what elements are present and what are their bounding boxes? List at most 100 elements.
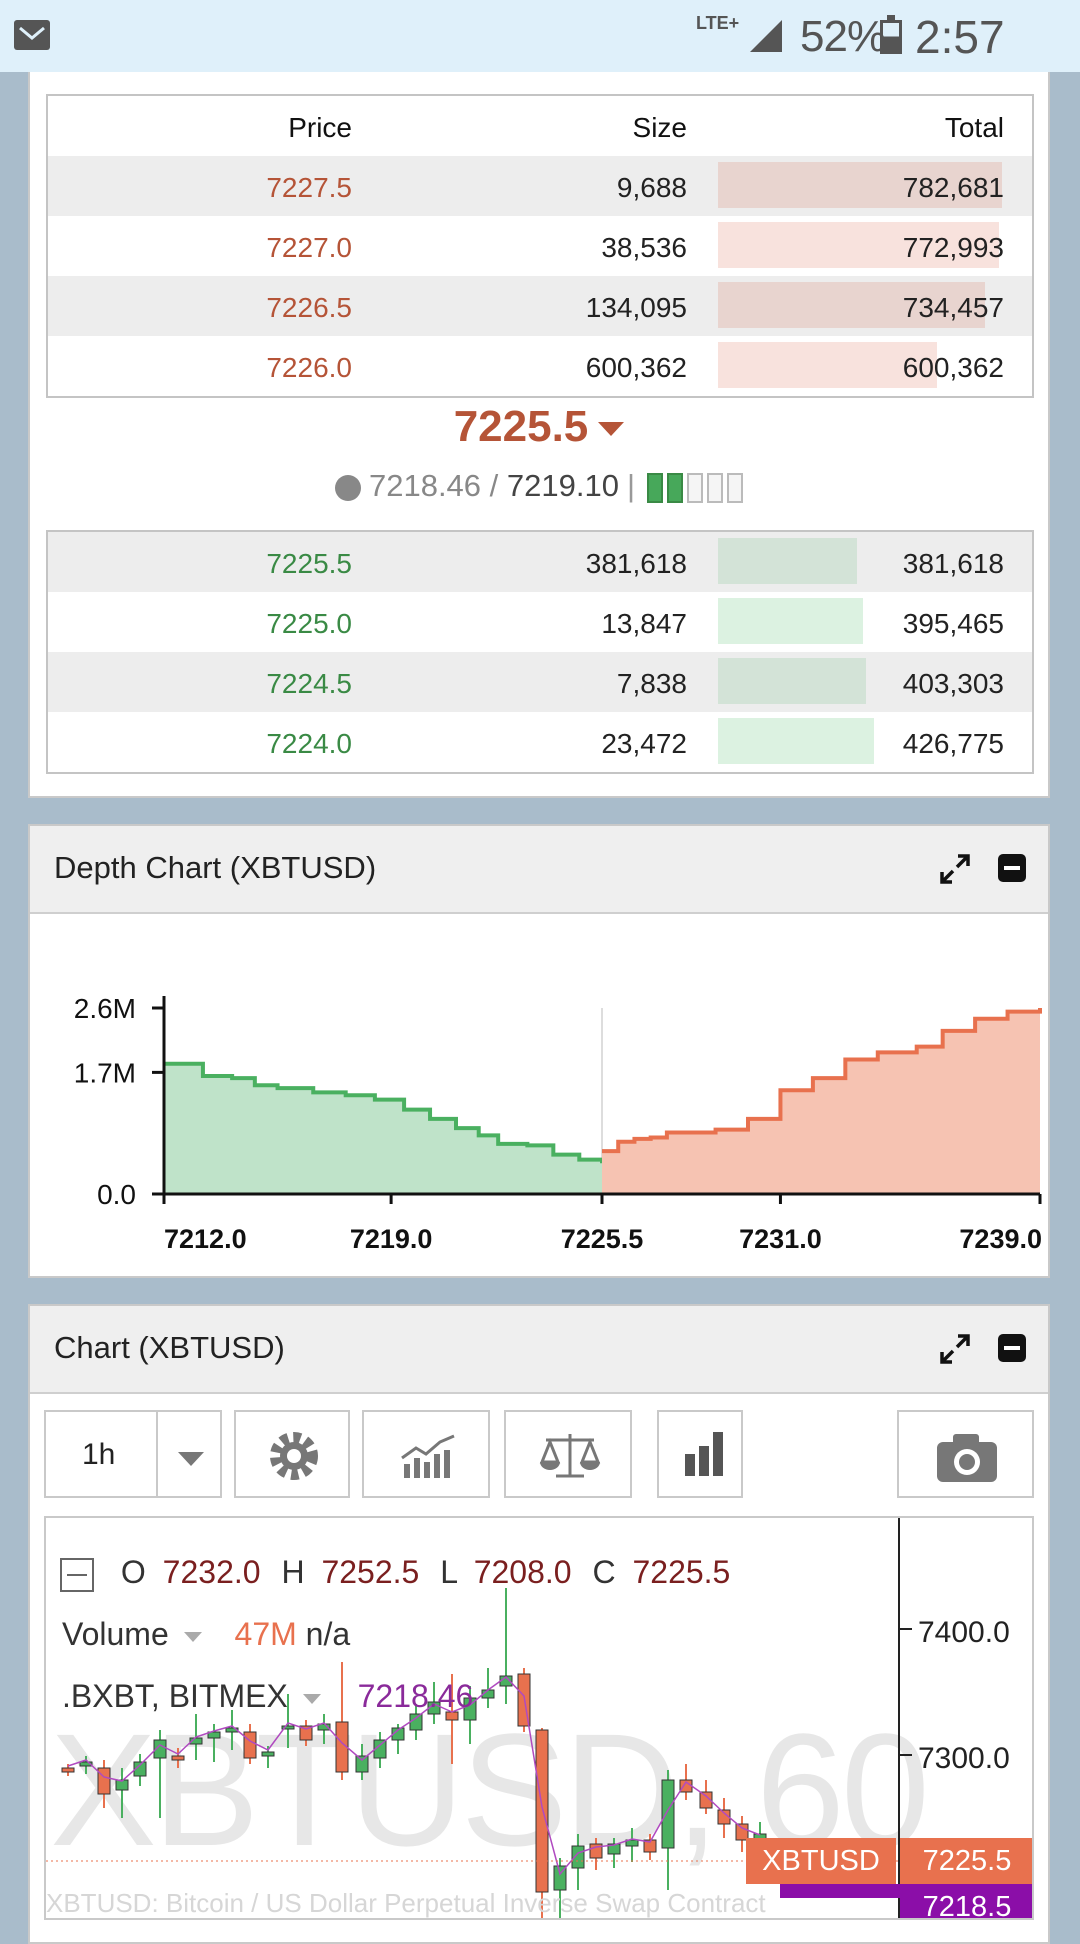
total-cell: 772,993 bbox=[902, 232, 1004, 263]
price-cell[interactable]: 7227.5 bbox=[266, 172, 352, 203]
x-tick-label: 7212.0 bbox=[164, 1224, 247, 1254]
open-label: O bbox=[120, 1554, 146, 1590]
symbol-tag: XBTUSD bbox=[746, 1838, 896, 1884]
price-cell[interactable]: 7224.5 bbox=[266, 668, 352, 699]
fair-price: 7219.10 bbox=[506, 468, 619, 503]
battery-percent: 52% bbox=[800, 12, 886, 61]
price-chart-canvas[interactable]: XBTUSD, 60 O 7232.0 H 7252.5 L 7208.0 C … bbox=[44, 1516, 1034, 1920]
size-cell: 13,847 bbox=[601, 608, 687, 639]
total-header: Total bbox=[944, 112, 1004, 143]
globe-icon bbox=[334, 474, 361, 501]
price-cell[interactable]: 7224.0 bbox=[266, 728, 352, 759]
chevron-down-icon[interactable] bbox=[183, 1631, 202, 1642]
bid-row[interactable]: 7225.5 381,618 381,618 bbox=[48, 532, 1032, 592]
volume-label: Volume bbox=[62, 1616, 169, 1652]
separator: | bbox=[626, 468, 636, 503]
bid-row[interactable]: 7224.5 7,838 403,303 bbox=[48, 652, 1032, 712]
expand-icon[interactable] bbox=[940, 1334, 970, 1364]
indicators-icon bbox=[401, 1434, 455, 1478]
screenshot-button[interactable] bbox=[897, 1410, 1034, 1498]
price-cell[interactable]: 7226.5 bbox=[266, 292, 352, 323]
candle-body bbox=[133, 1761, 147, 1777]
candle-body bbox=[207, 1731, 221, 1739]
interval-label: 1h bbox=[82, 1438, 116, 1471]
y-tick-label: 2.6M bbox=[74, 993, 136, 1024]
price-chart-header: Chart (XBTUSD) bbox=[30, 1306, 1048, 1394]
price-tick: 7300.0 bbox=[918, 1742, 1010, 1775]
ask-row[interactable]: 7226.5 134,095 734,457 bbox=[48, 276, 1032, 336]
gear-icon bbox=[270, 1432, 318, 1480]
depth-bar bbox=[718, 598, 863, 644]
candle-body bbox=[355, 1755, 369, 1773]
chevron-down-icon[interactable] bbox=[302, 1693, 321, 1704]
index-price-tag: 7218.5 bbox=[900, 1884, 1032, 1918]
index-label: .BXBT, BITMEX bbox=[62, 1678, 288, 1714]
index-fair-price: 7218.46 / 7219.10 | bbox=[30, 468, 1048, 504]
volume-legend: Volume 47M n/a bbox=[62, 1616, 350, 1653]
minimize-icon[interactable] bbox=[998, 1334, 1026, 1362]
bar-chart-icon bbox=[685, 1432, 723, 1476]
size-cell: 7,838 bbox=[616, 668, 687, 699]
size-cell: 38,536 bbox=[601, 232, 687, 263]
candle-body bbox=[373, 1739, 387, 1759]
total-cell: 426,775 bbox=[902, 728, 1004, 759]
expand-icon[interactable] bbox=[940, 854, 970, 884]
total-cell: 782,681 bbox=[902, 172, 1004, 203]
candle-body bbox=[535, 1729, 549, 1893]
ask-row[interactable]: 7226.0 600,362 600,362 bbox=[48, 336, 1032, 396]
index-legend: .BXBT, BITMEX 7218.46 bbox=[62, 1678, 473, 1715]
ohlc-legend: O 7232.0 H 7252.5 L 7208.0 C 7225.5 bbox=[60, 1554, 730, 1592]
x-tick-label: 7225.5 bbox=[561, 1224, 644, 1254]
settings-button[interactable] bbox=[234, 1410, 350, 1498]
candle-body bbox=[625, 1839, 639, 1847]
last-price: 7225.5 bbox=[30, 402, 1048, 452]
depth-chart-panel: Depth Chart (XBTUSD) 2.6M 1.7M 0.0 7212.0 72… bbox=[28, 824, 1050, 1278]
size-header: Size bbox=[632, 112, 687, 143]
ask-row[interactable]: 7227.5 9,688 782,681 bbox=[48, 156, 1032, 216]
compare-button[interactable] bbox=[504, 1410, 632, 1498]
bid-row[interactable]: 7225.0 13,847 395,465 bbox=[48, 592, 1032, 652]
candle-body bbox=[553, 1865, 567, 1891]
table-header: Price Size Total bbox=[48, 96, 1032, 156]
y-tick-label: 0.0 bbox=[97, 1179, 136, 1210]
size-cell: 381,618 bbox=[585, 548, 687, 579]
status-bar: LTE+ 52% 2:57 PM bbox=[0, 0, 1080, 117]
size-cell: 600,362 bbox=[585, 352, 687, 383]
candle-body bbox=[643, 1839, 657, 1853]
size-cell: 9,688 bbox=[616, 172, 687, 203]
depth-bar bbox=[718, 282, 985, 328]
price-cell[interactable]: 7226.0 bbox=[266, 352, 352, 383]
price-cell[interactable]: 7225.0 bbox=[266, 608, 352, 639]
x-tick-label: 7219.0 bbox=[350, 1224, 433, 1254]
close-value: 7225.5 bbox=[632, 1554, 731, 1590]
asks-table: Price Size Total 7227.5 9,688 782,681 7227.… bbox=[46, 94, 1034, 398]
collapse-legend-icon[interactable] bbox=[60, 1557, 94, 1592]
candle-body bbox=[171, 1755, 185, 1761]
y-tick-label: 1.7M bbox=[74, 1057, 136, 1088]
candle-body bbox=[61, 1767, 75, 1773]
depth-area-0 bbox=[164, 1063, 602, 1194]
minimize-icon[interactable] bbox=[998, 854, 1026, 882]
interval-button[interactable]: 1h bbox=[44, 1410, 158, 1498]
low-label: L bbox=[440, 1554, 457, 1590]
last-price-value: 7225.5 bbox=[453, 402, 589, 451]
candle-body bbox=[335, 1721, 349, 1773]
index-price: 7218.46 bbox=[368, 468, 482, 503]
interval-dropdown[interactable] bbox=[156, 1410, 222, 1498]
ask-row[interactable]: 7227.0 38,536 772,993 bbox=[48, 216, 1032, 276]
last-price-tag: 7225.5 bbox=[900, 1838, 1032, 1884]
candle-body bbox=[607, 1843, 621, 1855]
size-cell: 134,095 bbox=[585, 292, 687, 323]
indicators-button[interactable] bbox=[362, 1410, 490, 1498]
bid-row[interactable]: 7224.0 23,472 426,775 bbox=[48, 712, 1032, 772]
x-tick-label: 7239.0 bbox=[959, 1224, 1042, 1254]
down-arrow-icon bbox=[598, 422, 625, 437]
candle-body bbox=[261, 1751, 275, 1757]
price-cell[interactable]: 7227.0 bbox=[266, 232, 352, 263]
price-cell[interactable]: 7225.5 bbox=[266, 548, 352, 579]
high-value: 7252.5 bbox=[321, 1554, 420, 1590]
depth-bar bbox=[718, 538, 857, 584]
candle-body bbox=[391, 1727, 405, 1741]
chart-type-button[interactable] bbox=[657, 1410, 743, 1498]
total-cell: 600,362 bbox=[902, 352, 1004, 383]
